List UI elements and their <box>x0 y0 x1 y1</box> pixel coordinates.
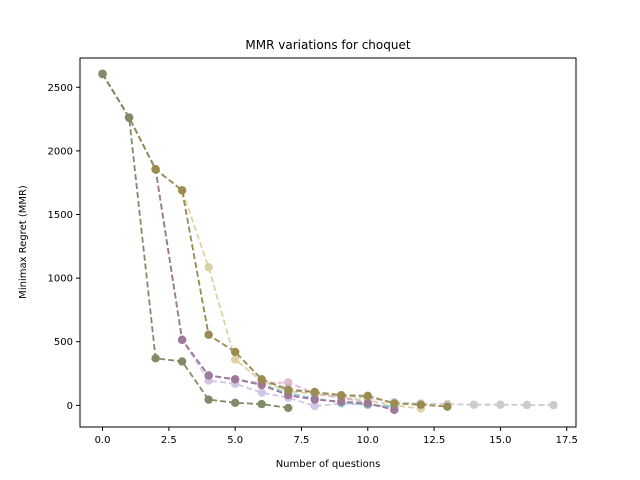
data-point <box>469 400 479 409</box>
data-point <box>549 400 558 410</box>
x-axis-label: Number of questions <box>276 459 381 470</box>
x-axis: 0.0 2.5 5.0 7.5 10.0 12.5 15.0 17.5 <box>95 427 578 446</box>
data-point <box>310 395 319 404</box>
y-tick-label: 2000 <box>48 146 73 157</box>
data-point <box>230 375 240 384</box>
data-point <box>230 398 240 408</box>
data-point <box>416 400 426 409</box>
data-point <box>98 69 107 79</box>
data-point <box>257 399 266 409</box>
data-point <box>204 371 213 380</box>
y-tick-label: 0 <box>67 401 73 412</box>
data-point <box>257 375 266 384</box>
series-7 <box>98 69 293 413</box>
x-tick-label: 5.0 <box>227 435 243 446</box>
y-axis: 0 500 1000 1500 2000 2500 <box>48 83 80 412</box>
x-tick-label: 12.5 <box>423 435 445 446</box>
y-tick-label: 1000 <box>48 274 73 285</box>
data-point <box>151 165 160 174</box>
data-point <box>337 390 346 400</box>
data-point <box>310 401 319 411</box>
series-layer <box>98 69 558 415</box>
data-point <box>230 347 240 357</box>
data-point <box>124 113 134 122</box>
data-point <box>363 399 372 408</box>
data-point <box>443 402 452 411</box>
data-point <box>284 403 293 413</box>
x-tick-label: 17.5 <box>556 435 578 446</box>
data-point <box>284 378 293 387</box>
x-tick-label: 10.0 <box>357 435 379 446</box>
series-line <box>101 73 448 408</box>
plot-frame <box>79 57 577 428</box>
data-point <box>230 355 240 364</box>
chart-title: MMR variations for choquet <box>245 38 410 52</box>
data-point <box>151 354 160 363</box>
x-tick-label: 15.0 <box>489 435 511 446</box>
y-axis-label: Minimax Regret (MMR) <box>18 185 29 299</box>
data-point <box>496 400 505 409</box>
series-line <box>101 73 289 409</box>
data-point <box>522 400 532 410</box>
data-point <box>177 357 187 366</box>
x-tick-label: 7.5 <box>294 435 310 446</box>
data-point <box>337 397 346 406</box>
data-point <box>310 387 319 397</box>
x-tick-label: 2.5 <box>161 435 177 446</box>
data-point <box>204 263 213 272</box>
data-point <box>204 330 213 339</box>
data-point <box>177 335 187 345</box>
data-point <box>363 391 372 401</box>
data-point <box>177 186 187 195</box>
data-point <box>284 385 293 395</box>
data-point <box>390 399 399 408</box>
data-point <box>257 388 266 397</box>
data-point <box>390 405 399 415</box>
y-tick-label: 1500 <box>48 210 73 221</box>
x-tick-label: 0.0 <box>95 435 111 446</box>
data-point <box>204 395 213 404</box>
y-tick-label: 2500 <box>48 83 73 94</box>
y-tick-label: 500 <box>54 337 73 348</box>
